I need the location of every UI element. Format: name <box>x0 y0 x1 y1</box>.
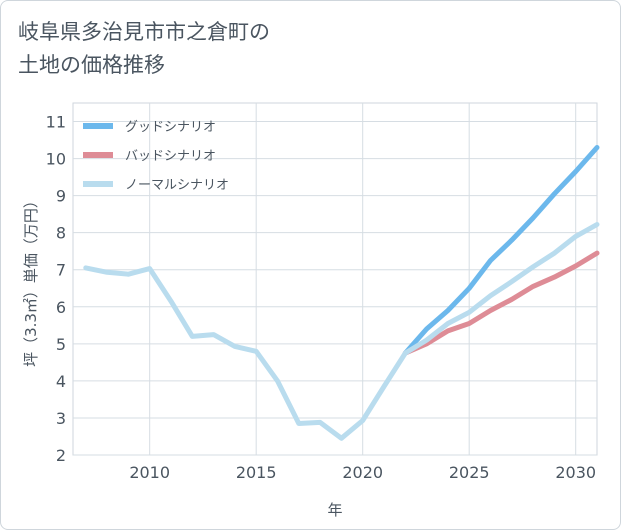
x-tick-label: 2010 <box>129 463 170 482</box>
grid-lines <box>73 103 597 456</box>
x-tick-labels: 2010 2015 2020 2025 2030 <box>129 463 596 482</box>
series-line-good-scenario <box>402 145 600 356</box>
series-line-normal-scenario <box>83 222 600 441</box>
y-tick-label: 11 <box>46 113 66 132</box>
y-tick-label: 4 <box>56 372 66 391</box>
chart-title-line-1: 岐阜県多治見市市之倉町の <box>18 20 270 44</box>
legend-label-bad-scenario: バッドシナリオ <box>125 149 216 164</box>
chart-title-line-2: 土地の価格推移 <box>18 53 165 77</box>
y-tick-label: 3 <box>56 409 66 428</box>
plot-area <box>72 102 598 456</box>
series-lines <box>83 145 600 441</box>
legend-label-good-scenario: グッドシナリオ <box>125 120 216 135</box>
x-tick-label: 2030 <box>555 463 596 482</box>
x-tick-label: 2025 <box>449 463 490 482</box>
x-tick-label: 2015 <box>236 463 277 482</box>
y-tick-label: 9 <box>56 187 66 206</box>
y-tick-label: 7 <box>56 261 66 280</box>
y-tick-label: 5 <box>56 335 66 354</box>
y-tick-labels: 2 3 4 5 6 7 8 9 10 11 <box>46 113 66 465</box>
chart-title: 岐阜県多治見市市之倉町の 土地の価格推移 <box>18 16 270 82</box>
series-line-bad-scenario <box>402 250 600 356</box>
y-tick-label: 6 <box>56 298 66 317</box>
y-axis-label: 坪（3.3㎡）単価（万円） <box>22 193 40 367</box>
x-axis-label: 年 <box>327 501 342 519</box>
y-tick-label: 2 <box>56 446 66 465</box>
y-tick-label: 8 <box>56 224 66 243</box>
legend-label-normal-scenario: ノーマルシナリオ <box>125 178 229 193</box>
x-tick-label: 2020 <box>342 463 383 482</box>
y-tick-label: 10 <box>46 150 66 169</box>
